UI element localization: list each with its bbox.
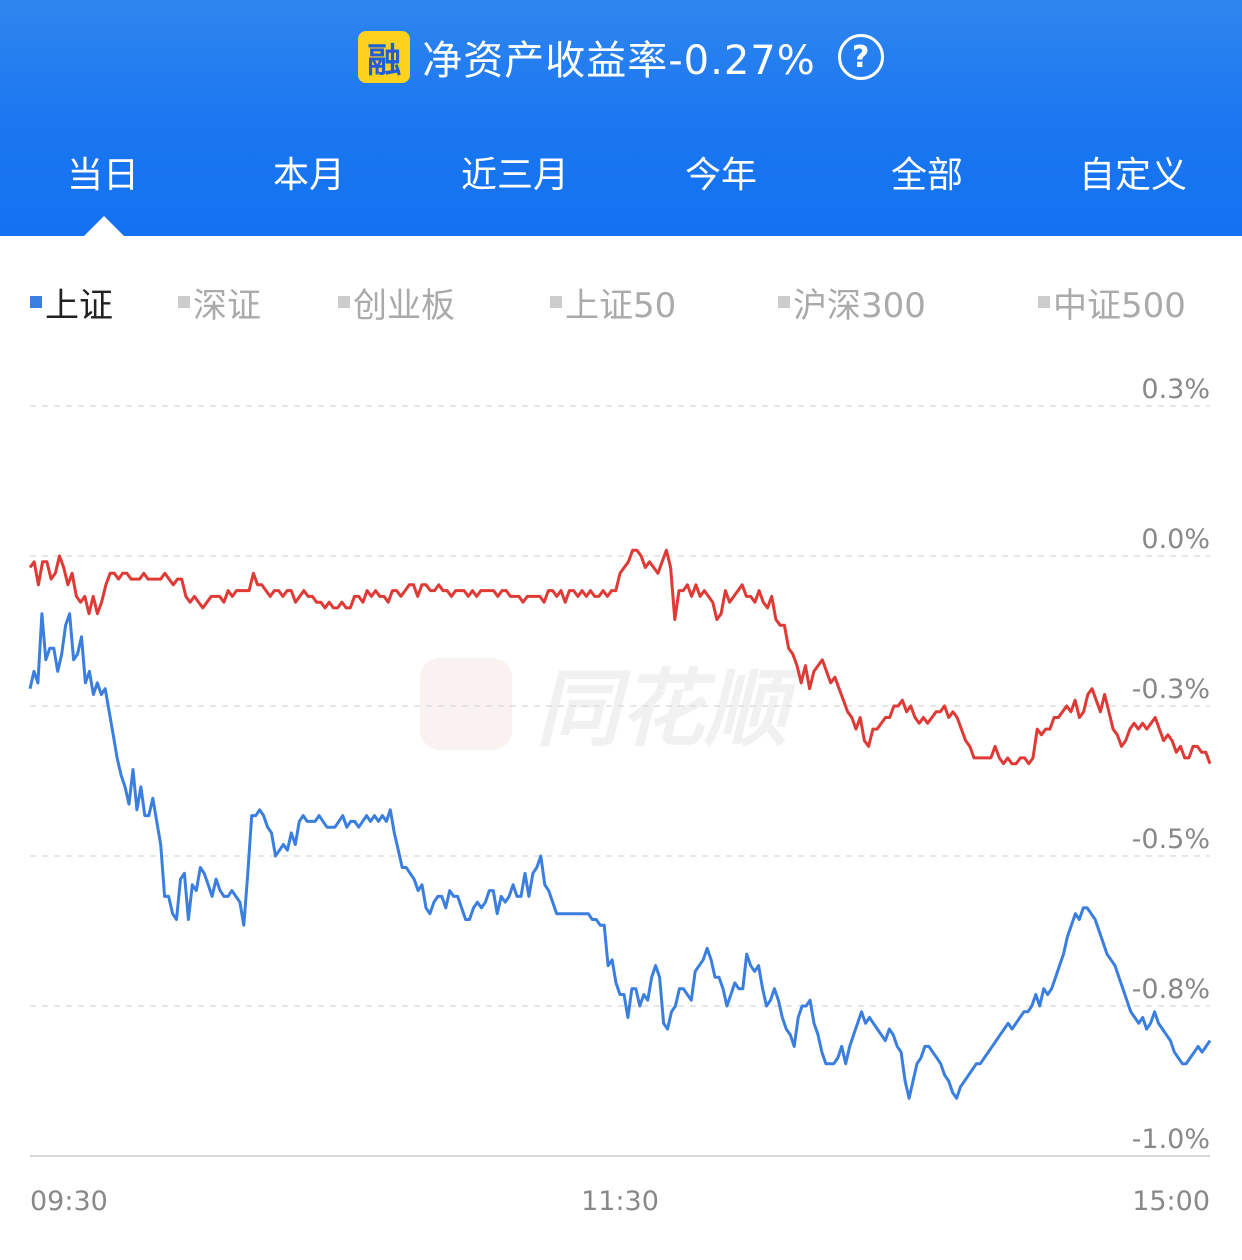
legend-label: 上证50 bbox=[565, 285, 677, 326]
question-circle-icon[interactable]: ? bbox=[837, 34, 884, 80]
y-tick-label: -0.8% bbox=[1132, 974, 1210, 1005]
y-tick-label: -0.3% bbox=[1132, 674, 1210, 705]
legend-swatch bbox=[30, 296, 42, 308]
tab-all[interactable]: 全部 bbox=[890, 155, 963, 196]
legend-csi500[interactable]: 中证500 bbox=[1038, 276, 1186, 328]
tab-three-months[interactable]: 近三月 bbox=[460, 155, 569, 196]
legend-label: 上证 bbox=[45, 285, 113, 326]
y-tick-label: -0.5% bbox=[1132, 824, 1210, 855]
legend-label: 深证 bbox=[193, 285, 261, 326]
legend-swatch bbox=[178, 296, 190, 308]
legend-chinext[interactable]: 创业板 bbox=[338, 276, 455, 328]
tab-this-month[interactable]: 本月 bbox=[272, 155, 345, 196]
y-tick-label: 0.0% bbox=[1141, 524, 1210, 555]
x-tick-label: 09:30 bbox=[30, 1186, 108, 1217]
x-tick-label: 15:00 bbox=[1132, 1186, 1210, 1217]
y-axis-labels: 0.3% 0.0% -0.3% -0.5% -0.8% -1.0% bbox=[1132, 374, 1210, 1155]
legend-sz-component[interactable]: 深证 bbox=[178, 276, 261, 328]
index-return-line bbox=[28, 612, 1212, 1100]
y-tick-label: -1.0% bbox=[1132, 1124, 1210, 1155]
legend-label: 中证500 bbox=[1053, 285, 1186, 326]
legend-swatch bbox=[550, 296, 562, 308]
legend-sh-composite[interactable]: 上证 bbox=[30, 276, 113, 328]
roe-title: 净资产收益率-0.27% bbox=[422, 38, 816, 84]
legend-swatch bbox=[338, 296, 350, 308]
tab-custom[interactable]: 自定义 bbox=[1078, 155, 1187, 196]
active-tab-caret bbox=[84, 216, 124, 236]
intraday-return-chart[interactable]: 同花顺 0.3% 0.0% -0.3% -0.5% -0.8% -1.0% 09:30 11… bbox=[0, 340, 1242, 1240]
tab-today[interactable]: 当日 bbox=[66, 155, 139, 196]
legend-swatch bbox=[1038, 296, 1050, 308]
x-tick-label: 11:30 bbox=[581, 1186, 659, 1217]
ths-watermark: 同花顺 bbox=[420, 658, 803, 758]
watermark-logo-icon bbox=[420, 658, 512, 750]
y-tick-label: 0.3% bbox=[1141, 374, 1210, 405]
period-tabs: 当日 本月 近三月 今年 全部 自定义 bbox=[0, 146, 1242, 206]
chart-grid bbox=[30, 405, 1210, 1157]
legend-label: 创业板 bbox=[353, 285, 455, 326]
legend-csi300[interactable]: 沪深300 bbox=[778, 276, 926, 328]
index-legend: 上证 深证 创业板 上证50 沪深300 中证500 bbox=[0, 276, 1242, 328]
chart-lines bbox=[28, 548, 1212, 1100]
roe-title-row: 融 净资产收益率-0.27% ? bbox=[0, 26, 1242, 88]
header-bar: 融 净资产收益率-0.27% ? 当日 本月 近三月 今年 全部 自定义 bbox=[0, 0, 1242, 236]
rong-badge: 融 bbox=[358, 31, 411, 83]
watermark-text: 同花顺 bbox=[536, 660, 803, 758]
portfolio-return-line bbox=[28, 548, 1212, 766]
tab-this-year[interactable]: 今年 bbox=[684, 155, 757, 196]
x-axis-labels: 09:30 11:30 15:00 bbox=[30, 1186, 1210, 1217]
legend-swatch bbox=[778, 296, 790, 308]
legend-sse50[interactable]: 上证50 bbox=[550, 276, 676, 328]
legend-label: 沪深300 bbox=[793, 285, 926, 326]
